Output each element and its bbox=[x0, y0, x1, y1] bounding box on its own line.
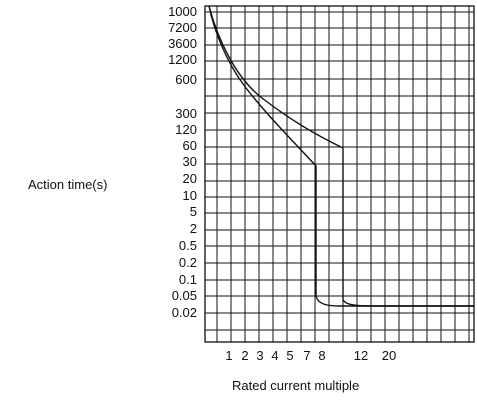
y-tick-label: 30 bbox=[183, 154, 197, 169]
y-tick-label: 0.02 bbox=[172, 305, 197, 320]
curves bbox=[208, 5, 474, 307]
curve-series-2 bbox=[208, 5, 474, 307]
y-tick-label: 60 bbox=[183, 138, 197, 153]
x-tick-label: 5 bbox=[286, 348, 293, 363]
y-tick-label: 0.2 bbox=[179, 255, 197, 270]
y-tick-label: 3600 bbox=[168, 36, 197, 51]
x-tick-label: 2 bbox=[241, 348, 248, 363]
y-axis-label: Action time(s) bbox=[28, 177, 107, 192]
curve-series-1 bbox=[208, 5, 474, 307]
y-tick-label: 0.1 bbox=[179, 272, 197, 287]
y-tick-label: 1000 bbox=[168, 4, 197, 19]
y-tick-label: 120 bbox=[175, 122, 197, 137]
x-tick-label: 12 bbox=[354, 348, 368, 363]
x-tick-labels: 1 2 3 4 5 7 8 12 20 bbox=[225, 348, 396, 363]
y-tick-label: 20 bbox=[183, 171, 197, 186]
y-tick-label: 300 bbox=[175, 106, 197, 121]
x-tick-label: 3 bbox=[256, 348, 263, 363]
y-tick-label: 2 bbox=[190, 221, 197, 236]
y-tick-label: 600 bbox=[175, 72, 197, 87]
y-tick-label: 1200 bbox=[168, 52, 197, 67]
y-tick-label: 0.5 bbox=[179, 238, 197, 253]
y-tick-label: 10 bbox=[183, 188, 197, 203]
plot-frame bbox=[204, 5, 475, 343]
y-tick-label: 0.05 bbox=[172, 288, 197, 303]
x-axis-label: Rated current multiple bbox=[232, 378, 359, 393]
x-tick-label: 1 bbox=[225, 348, 232, 363]
grid bbox=[204, 5, 475, 343]
x-tick-label: 20 bbox=[382, 348, 396, 363]
y-tick-label: 7200 bbox=[168, 20, 197, 35]
x-tick-label: 4 bbox=[271, 348, 278, 363]
x-tick-label: 7 bbox=[303, 348, 310, 363]
x-tick-label: 8 bbox=[318, 348, 325, 363]
y-tick-label: 5 bbox=[190, 204, 197, 219]
